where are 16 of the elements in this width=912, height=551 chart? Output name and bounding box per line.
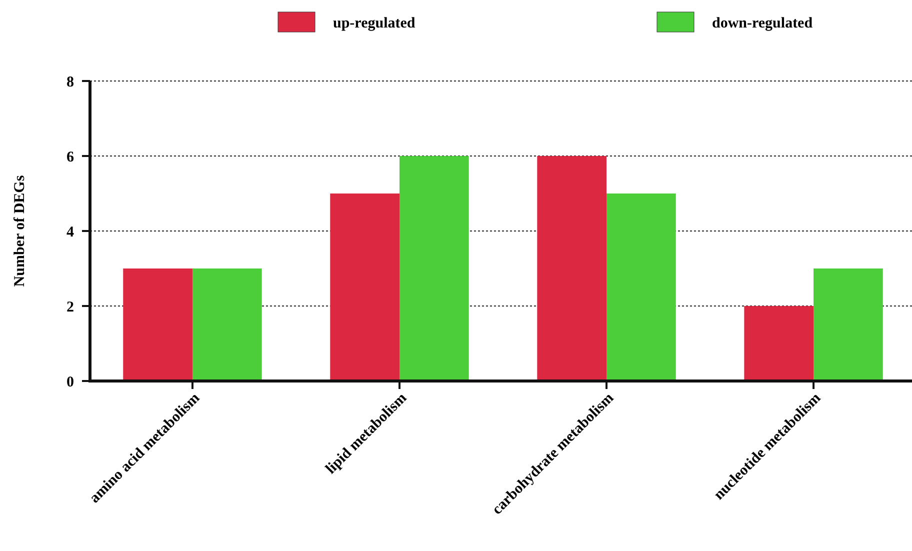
y-tick-label: 2 [66, 299, 74, 316]
y-tick-label: 6 [66, 149, 74, 166]
legend-label: down-regulated [712, 15, 814, 32]
y-tick-label: 0 [66, 374, 74, 390]
bar [537, 156, 607, 381]
bar [814, 268, 883, 381]
bar [192, 268, 262, 381]
y-axis-title: Number of DEGs [12, 175, 28, 287]
bar [399, 156, 469, 381]
bar [744, 306, 814, 381]
bar [123, 268, 192, 381]
y-tick-label: 8 [66, 74, 74, 90]
legend-label: up-regulated [333, 15, 416, 32]
y-tick-label: 4 [66, 224, 74, 240]
bar [606, 194, 676, 381]
bar [330, 194, 400, 381]
